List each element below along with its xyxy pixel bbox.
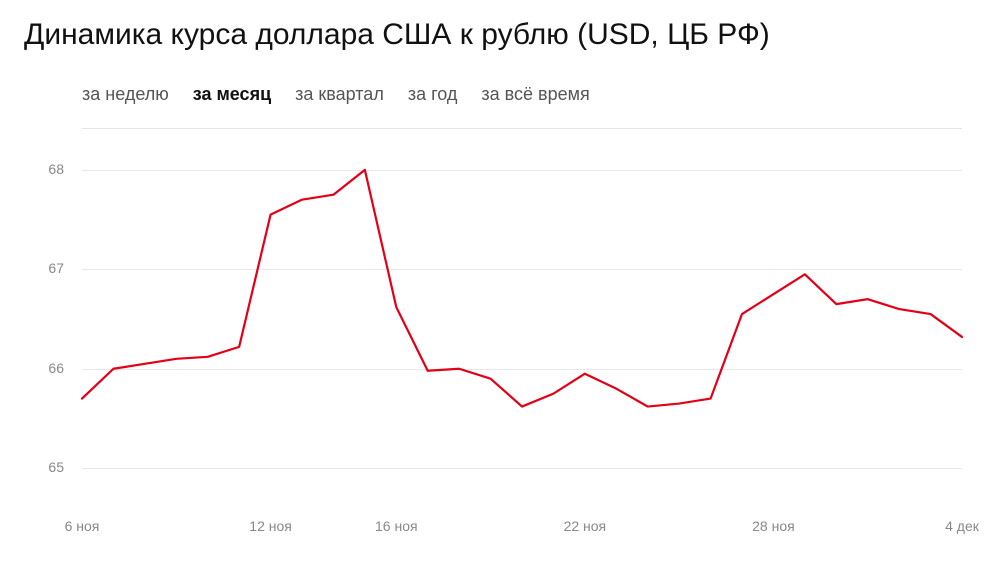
tabs-divider [82,128,962,129]
page-title: Динамика курса доллара США к рублю (USD,… [0,0,1000,52]
tab-year[interactable]: за год [408,84,458,105]
tab-quarter[interactable]: за квартал [295,84,384,105]
tab-all[interactable]: за всё время [481,84,589,105]
tab-week[interactable]: за неделю [82,84,169,105]
range-tabs: за неделю за месяц за квартал за год за … [0,52,1000,117]
chart-area: 656667686 ноя12 ноя16 ноя22 ноя28 ноя4 д… [24,140,976,540]
tab-month[interactable]: за месяц [193,84,271,105]
series-line [82,170,962,407]
line-chart-svg [24,140,982,528]
